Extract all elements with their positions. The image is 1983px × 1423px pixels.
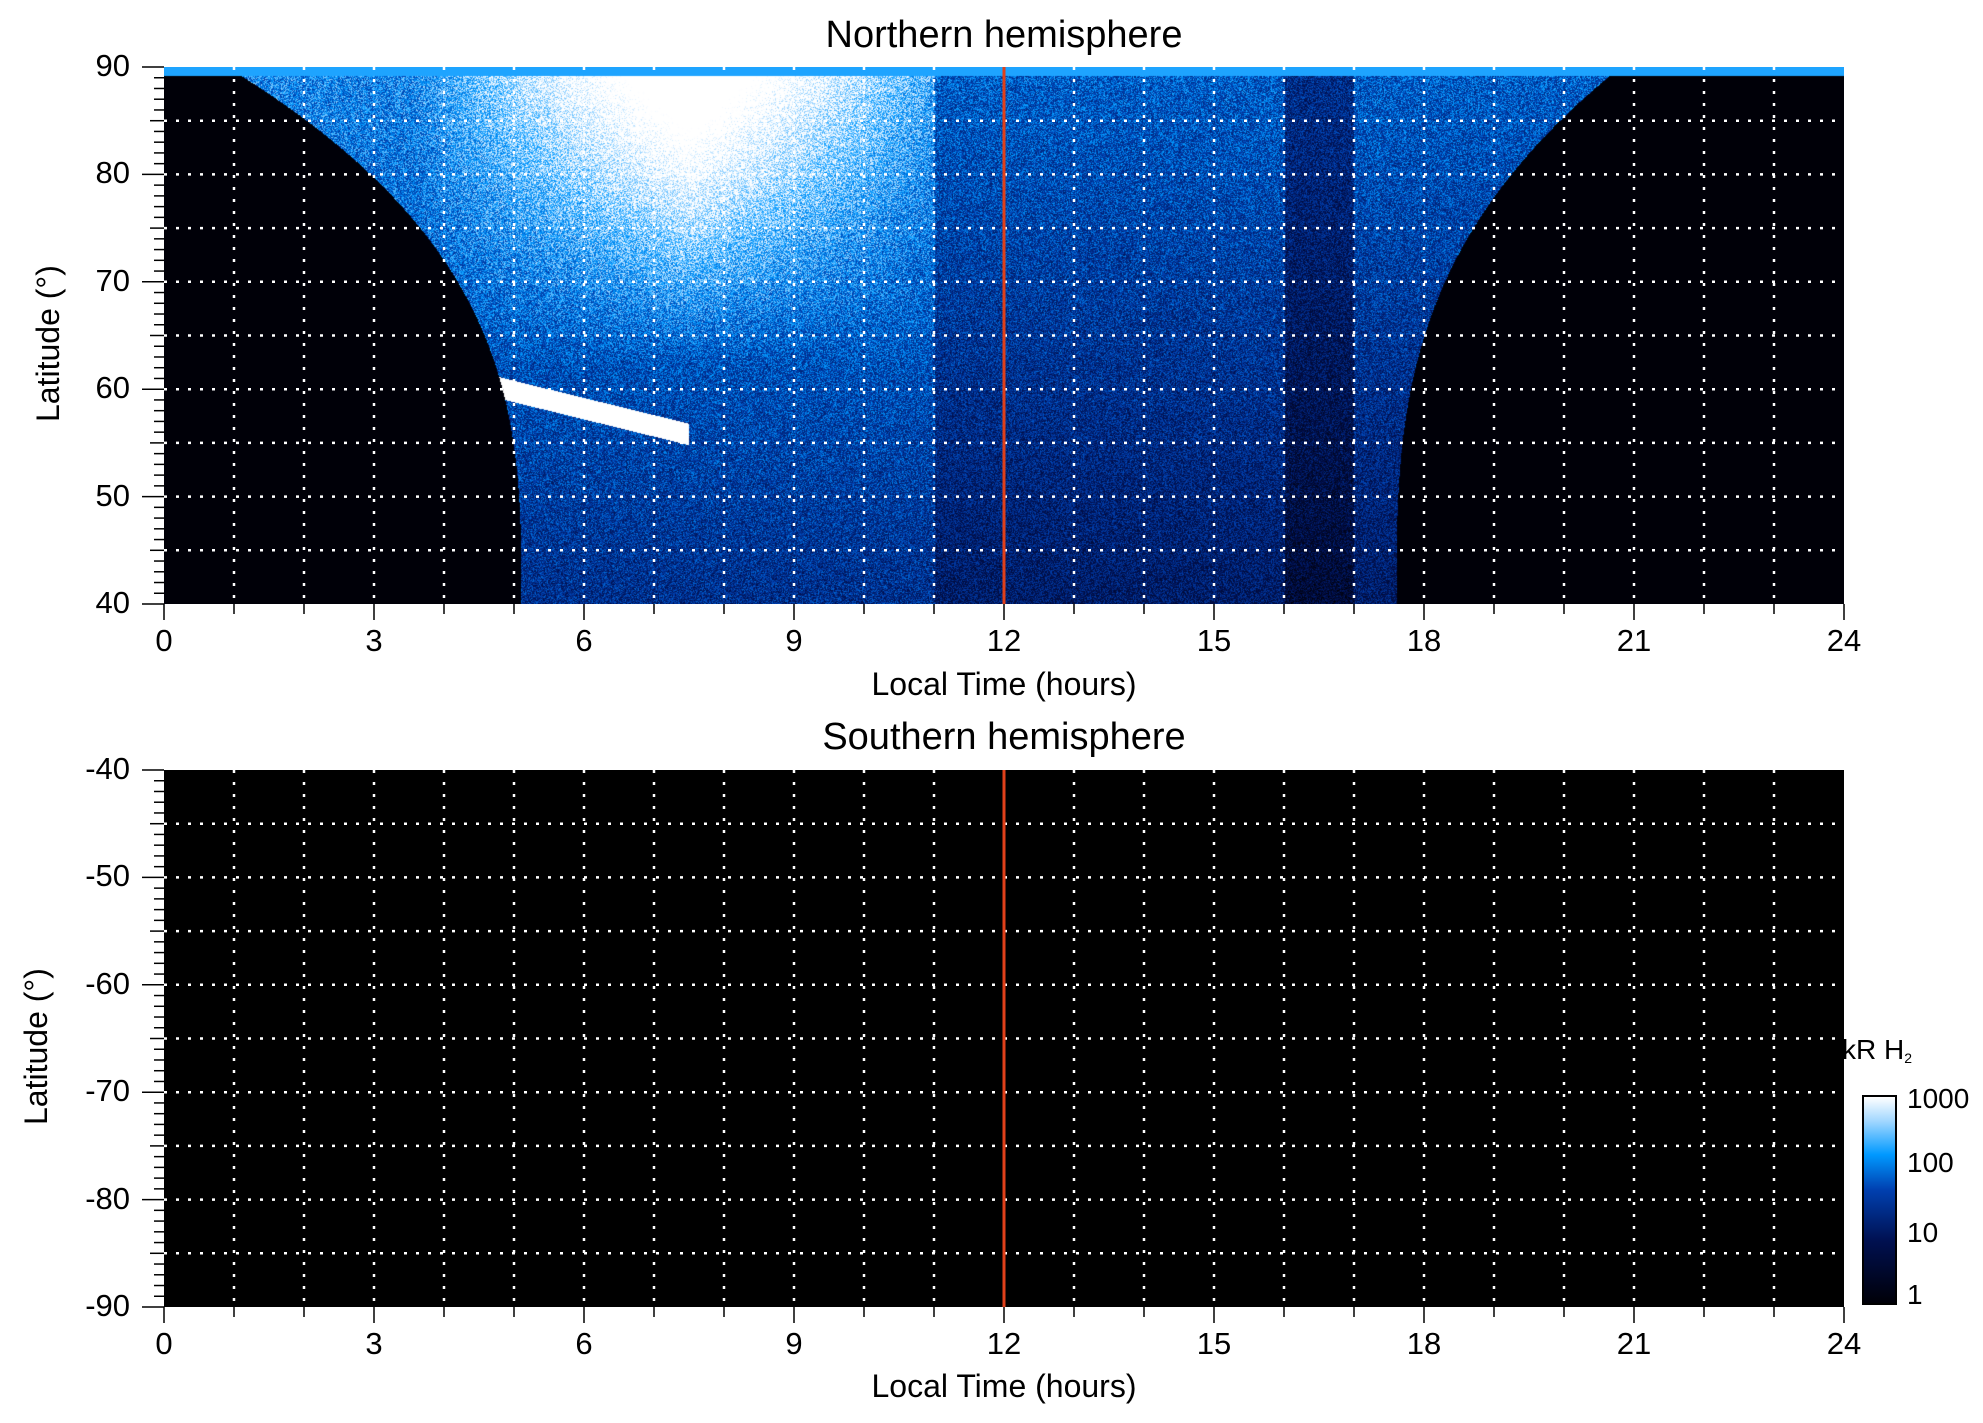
y-tick-label: -40 [85,751,130,786]
x-tick-label: 21 [1616,1326,1652,1361]
y-tick-label: -70 [85,1073,130,1109]
colorbar-tick: 100 [1907,1147,1954,1178]
x-tick-label: 6 [575,623,593,658]
x-tick-label: 9 [785,623,803,658]
y-tick-label: 80 [95,155,130,191]
y-tick-label: -90 [85,1288,130,1323]
y-tick-label: 40 [95,585,130,620]
x-tick-label: 9 [785,1326,803,1361]
x-tick-label: 18 [1406,623,1442,658]
x-tick-label: 3 [365,623,383,658]
colorbar-tick: 1000 [1907,1083,1970,1114]
x-tick-label: 21 [1616,623,1652,658]
x-tick-label: 0 [155,1326,173,1361]
y-tick-label: 50 [95,477,130,513]
x-tick-label: 15 [1196,623,1232,658]
colorbar [1862,1095,1897,1305]
north-xlabel: Local Time (hours) [871,666,1137,702]
x-tick-label: 12 [986,623,1022,658]
x-tick-label: 0 [155,623,173,658]
south-title: Southern hemisphere [822,716,1186,758]
x-tick-label: 24 [1826,623,1862,658]
south-ylabel: Latitude (°) [18,968,54,1125]
colorbar-tick: 1 [1907,1279,1923,1310]
y-tick-label: 90 [95,48,130,83]
colorbar-label: kR H2 [1842,1034,1913,1066]
colorbar-label-sub: 2 [1904,1050,1913,1066]
colorbar-label-text: kR H [1842,1034,1905,1065]
y-tick-label: -50 [85,858,130,894]
y-tick-label: -80 [85,1180,130,1216]
x-tick-label: 24 [1826,1326,1862,1361]
x-tick-label: 6 [575,1326,593,1361]
x-tick-label: 3 [365,1326,383,1361]
north-title: Northern hemisphere [825,14,1183,56]
x-tick-label: 12 [986,1326,1022,1361]
colorbar-tick: 10 [1907,1217,1939,1248]
x-tick-label: 18 [1406,1326,1442,1361]
y-tick-label: 70 [95,262,130,298]
x-tick-label: 15 [1196,1326,1232,1361]
south-xlabel: Local Time (hours) [871,1368,1137,1404]
y-tick-label: -60 [85,965,130,1001]
y-tick-label: 60 [95,370,130,406]
